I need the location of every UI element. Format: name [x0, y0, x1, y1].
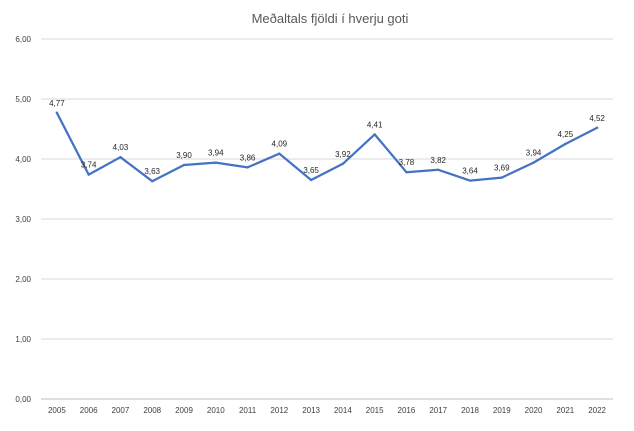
y-tick-label: 2,00: [15, 275, 31, 284]
data-point: [119, 156, 122, 159]
chart-title: Meðaltals fjöldi í hverju goti: [252, 11, 409, 26]
x-tick-label: 2020: [525, 406, 543, 415]
data-label: 3,94: [208, 149, 224, 158]
data-point: [278, 152, 281, 155]
x-tick-label: 2015: [366, 406, 384, 415]
data-point: [595, 126, 599, 129]
data-point: [214, 161, 217, 164]
x-tick-label: 2010: [207, 406, 225, 415]
data-point: [564, 142, 567, 146]
x-axis-tick-labels: 2005 2006 2007 2008 2009 2010 2011 2012 2013 2014…: [48, 406, 607, 415]
x-tick-label: 2016: [398, 406, 416, 415]
data-point: [373, 133, 376, 136]
data-point: [309, 178, 313, 182]
y-tick-label: 1,00: [15, 335, 31, 344]
data-labels: 4,77 3,74 4,03 3,63 3,90 3,94 3,86 4,09 3,65 3,92…: [49, 99, 605, 176]
series-line-path: [55, 111, 599, 183]
series-line: [55, 111, 599, 183]
data-label: 3,64: [462, 167, 478, 176]
data-point: [532, 161, 535, 164]
data-label: 4,77: [49, 99, 65, 108]
data-label: 4,09: [272, 140, 288, 149]
data-point: [405, 171, 408, 174]
data-label: 4,03: [113, 143, 129, 152]
y-tick-label: 6,00: [15, 35, 31, 44]
data-point: [87, 173, 90, 176]
data-label: 4,52: [589, 114, 605, 123]
x-tick-label: 2012: [270, 406, 288, 415]
data-label: 3,94: [526, 149, 542, 158]
x-tick-label: 2019: [493, 406, 511, 415]
data-label: 3,69: [494, 164, 510, 173]
x-tick-label: 2007: [112, 406, 130, 415]
y-tick-label: 0,00: [15, 395, 31, 404]
data-label: 3,74: [81, 161, 97, 170]
y-tick-label: 4,00: [15, 155, 31, 164]
x-tick-label: 2021: [556, 406, 574, 415]
x-tick-label: 2014: [334, 406, 352, 415]
x-tick-label: 2011: [239, 406, 257, 415]
y-tick-label: 3,00: [15, 215, 31, 224]
data-label: 4,25: [558, 130, 574, 139]
x-tick-label: 2009: [175, 406, 193, 415]
x-tick-label: 2018: [461, 406, 479, 415]
data-point: [182, 163, 186, 167]
data-point: [341, 162, 345, 165]
y-axis-tick-labels: 0,00 1,00 2,00 3,00 4,00 5,00 6,00: [15, 35, 31, 404]
data-point: [151, 180, 154, 183]
data-point: [55, 111, 59, 115]
data-label: 3,90: [176, 151, 192, 160]
x-tick-label: 2013: [302, 406, 320, 415]
x-tick-label: 2006: [80, 406, 98, 415]
data-point: [246, 166, 249, 169]
x-tick-label: 2017: [429, 406, 447, 415]
data-label: 3,65: [303, 166, 319, 175]
data-point: [500, 176, 503, 179]
x-tick-label: 2008: [143, 406, 161, 415]
y-tick-label: 5,00: [15, 95, 31, 104]
data-label: 3,63: [144, 167, 160, 176]
gridlines: [41, 38, 613, 400]
data-point: [437, 168, 440, 171]
data-label: 3,86: [240, 153, 256, 162]
data-point: [468, 179, 472, 182]
data-label: 4,41: [367, 120, 383, 129]
x-tick-label: 2005: [48, 406, 66, 415]
data-label: 3,82: [430, 156, 446, 165]
x-tick-label: 2022: [588, 406, 606, 415]
data-label: 3,92: [335, 150, 351, 159]
data-label: 3,78: [399, 158, 415, 167]
